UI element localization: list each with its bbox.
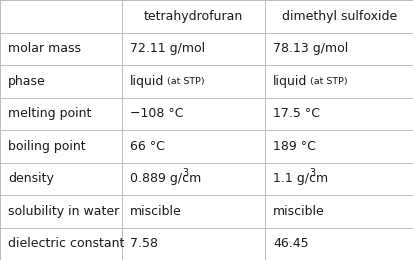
Text: 3: 3 [308, 168, 314, 178]
Text: molar mass: molar mass [8, 42, 81, 55]
Text: liquid: liquid [272, 75, 306, 88]
Text: (at STP): (at STP) [309, 77, 347, 86]
Text: 46.45: 46.45 [272, 237, 308, 250]
Text: dimethyl sulfoxide: dimethyl sulfoxide [281, 10, 396, 23]
Text: 7.58: 7.58 [130, 237, 158, 250]
Text: 1.1 g/cm: 1.1 g/cm [272, 172, 327, 185]
Text: 189 °C: 189 °C [272, 140, 315, 153]
Text: miscible: miscible [130, 205, 181, 218]
Text: 72.11 g/mol: 72.11 g/mol [130, 42, 205, 55]
Text: phase: phase [8, 75, 46, 88]
Text: 66 °C: 66 °C [130, 140, 165, 153]
Text: boiling point: boiling point [8, 140, 85, 153]
Text: 17.5 °C: 17.5 °C [272, 107, 319, 120]
Text: solubility in water: solubility in water [8, 205, 119, 218]
Text: miscible: miscible [272, 205, 324, 218]
Text: (at STP): (at STP) [167, 77, 204, 86]
Text: density: density [8, 172, 54, 185]
Text: −108 °C: −108 °C [130, 107, 183, 120]
Text: melting point: melting point [8, 107, 91, 120]
Text: 0.889 g/cm: 0.889 g/cm [130, 172, 201, 185]
Text: tetrahydrofuran: tetrahydrofuran [144, 10, 242, 23]
Text: 78.13 g/mol: 78.13 g/mol [272, 42, 347, 55]
Text: liquid: liquid [130, 75, 164, 88]
Text: 3: 3 [182, 168, 188, 178]
Text: dielectric constant: dielectric constant [8, 237, 124, 250]
